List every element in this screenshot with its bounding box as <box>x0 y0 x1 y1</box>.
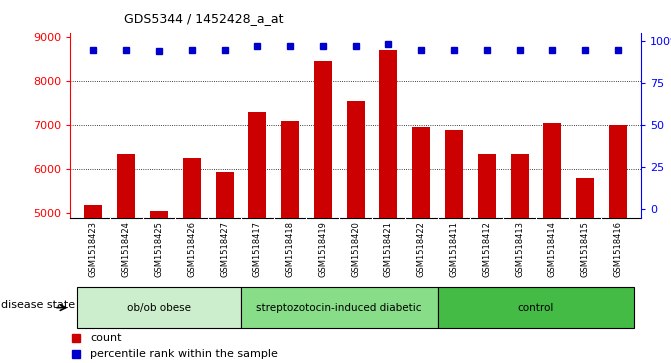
Bar <box>314 61 332 363</box>
Text: GSM1518426: GSM1518426 <box>187 221 196 277</box>
Text: GSM1518421: GSM1518421 <box>384 221 393 277</box>
Bar <box>412 127 430 363</box>
Text: control: control <box>518 303 554 313</box>
Text: GSM1518413: GSM1518413 <box>515 221 524 277</box>
Bar <box>281 121 299 363</box>
Text: GSM1518422: GSM1518422 <box>417 221 425 277</box>
Text: GSM1518411: GSM1518411 <box>450 221 458 277</box>
Text: ob/ob obese: ob/ob obese <box>127 303 191 313</box>
Text: GSM1518419: GSM1518419 <box>318 221 327 277</box>
Bar <box>576 178 594 363</box>
Bar <box>215 172 234 363</box>
Text: GSM1518417: GSM1518417 <box>253 221 262 277</box>
Bar <box>478 154 496 363</box>
Text: GSM1518414: GSM1518414 <box>548 221 557 277</box>
Bar <box>347 101 364 363</box>
Text: count: count <box>91 333 122 343</box>
Bar <box>150 211 168 363</box>
Text: GSM1518415: GSM1518415 <box>580 221 590 277</box>
Text: GDS5344 / 1452428_a_at: GDS5344 / 1452428_a_at <box>124 12 284 25</box>
Text: disease state: disease state <box>1 300 74 310</box>
Bar <box>183 158 201 363</box>
Bar <box>85 205 103 363</box>
Text: GSM1518416: GSM1518416 <box>613 221 623 277</box>
Text: GSM1518427: GSM1518427 <box>220 221 229 277</box>
FancyBboxPatch shape <box>77 287 241 328</box>
Bar <box>445 130 463 363</box>
Text: GSM1518424: GSM1518424 <box>121 221 131 277</box>
Bar <box>117 154 135 363</box>
FancyBboxPatch shape <box>437 287 634 328</box>
Bar <box>511 154 529 363</box>
Bar <box>379 50 397 363</box>
Text: GSM1518425: GSM1518425 <box>154 221 164 277</box>
Text: GSM1518418: GSM1518418 <box>286 221 295 277</box>
Bar <box>248 112 266 363</box>
Text: GSM1518420: GSM1518420 <box>351 221 360 277</box>
Bar <box>609 125 627 363</box>
FancyBboxPatch shape <box>241 287 437 328</box>
Text: percentile rank within the sample: percentile rank within the sample <box>91 348 278 359</box>
Bar <box>544 123 562 363</box>
Text: GSM1518423: GSM1518423 <box>89 221 98 277</box>
Text: streptozotocin-induced diabetic: streptozotocin-induced diabetic <box>256 303 422 313</box>
Text: GSM1518412: GSM1518412 <box>482 221 491 277</box>
